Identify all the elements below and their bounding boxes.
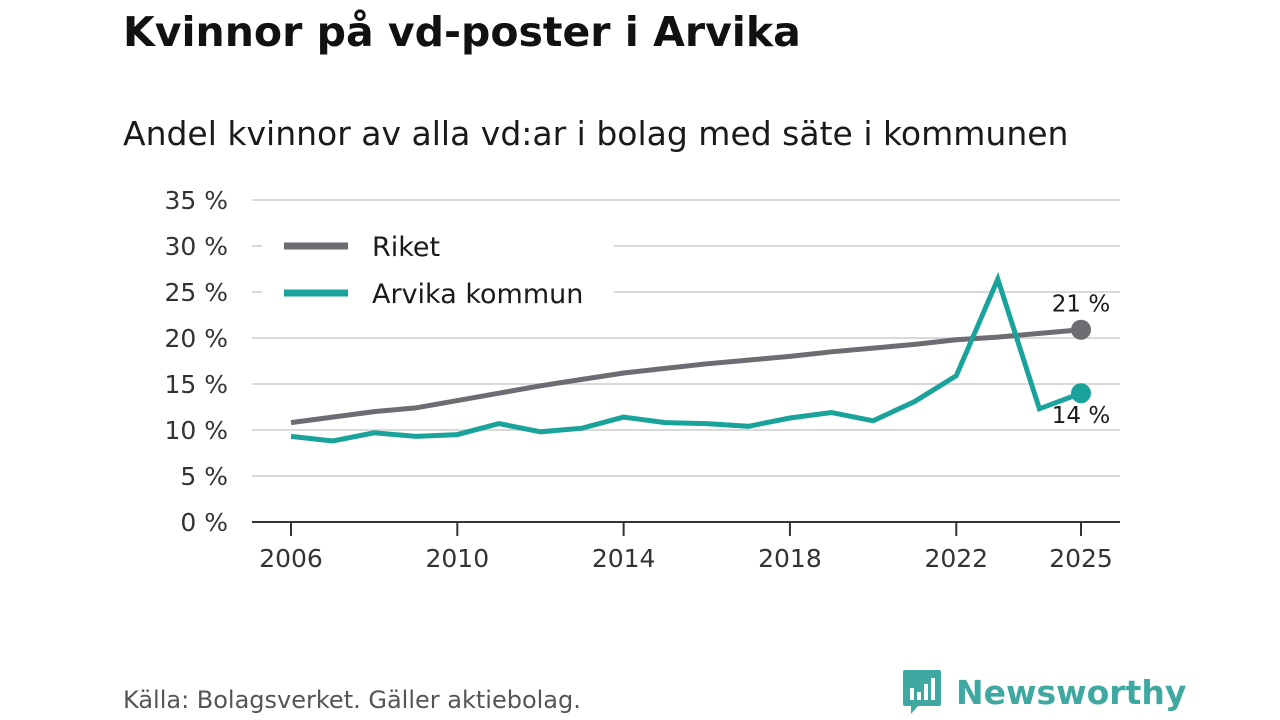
legend-background [262, 216, 614, 318]
bar-chart-speech-bubble-icon [903, 670, 941, 714]
x-tick-label-2006: 2006 [259, 544, 323, 573]
y-tick-label-5: 5 % [180, 462, 228, 491]
series-end-marker-1 [1071, 383, 1091, 404]
series-end-marker-0 [1071, 319, 1091, 340]
y-tick-label-10: 10 % [164, 416, 228, 445]
end-labels: 21 % 14 % [1052, 292, 1110, 429]
legend: Riket Arvika kommun [262, 216, 614, 318]
x-tick-label-2018: 2018 [758, 544, 822, 573]
y-tick-label-15: 15 % [164, 370, 228, 399]
end-label-1: 14 % [1052, 403, 1110, 429]
series-line-0 [290, 327, 1082, 426]
series-lines [290, 271, 1091, 444]
series-line-1 [290, 271, 1082, 444]
end-label-0: 21 % [1052, 292, 1110, 318]
y-axis-ticks: 0 % 5 % 10 % 15 % 20 % 25 % 30 % 35 % [164, 186, 228, 537]
y-tick-label-30: 30 % [164, 232, 228, 261]
brand-logo: Newsworthy [902, 668, 1186, 716]
y-tick-label-25: 25 % [164, 278, 228, 307]
x-tick-label-2010: 2010 [426, 544, 490, 573]
line-chart: 0 %5 %10 %15 %20 %25 %30 %35 % 2006 2010 2… [164, 186, 1120, 573]
x-tick-label-2025: 2025 [1049, 544, 1113, 573]
x-tick-label-2014: 2014 [592, 544, 656, 573]
brand-name: Newsworthy [956, 672, 1187, 712]
x-axis-ticks: 2006 2010 2014 2018 2022 2025 [259, 522, 1113, 573]
y-tick-label-0: 0 % [180, 508, 228, 537]
legend-label-0: Riket [372, 232, 440, 263]
y-tick-label-20: 20 % [164, 324, 228, 353]
y-tick-label-35: 35 % [164, 186, 228, 215]
chart-title: Kvinnor på vd-poster i Arvika [123, 8, 801, 56]
chart-subtitle: Andel kvinnor av alla vd:ar i bolag med … [123, 114, 1069, 153]
source-note: Källa: Bolagsverket. Gäller aktiebolag. [123, 686, 581, 714]
x-tick-label-2022: 2022 [924, 544, 988, 573]
legend-label-1: Arvika kommun [372, 279, 583, 310]
